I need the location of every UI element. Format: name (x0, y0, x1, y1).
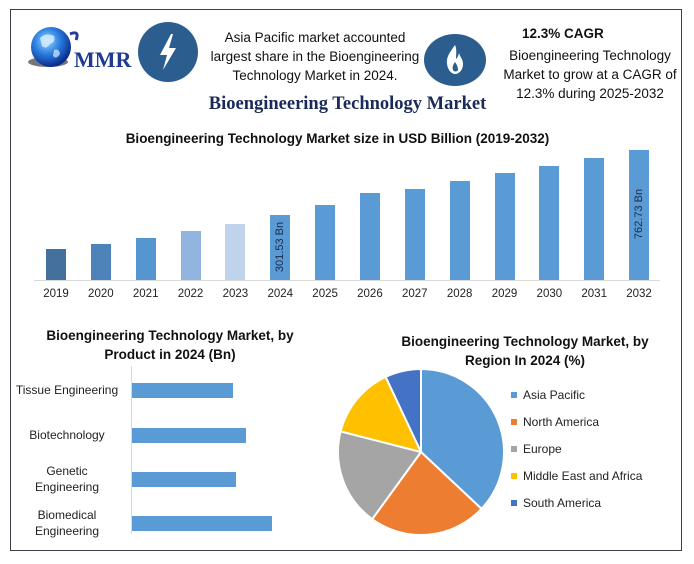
bar-2020 (90, 244, 111, 280)
x-axis-line (34, 280, 660, 281)
globe-icon (28, 27, 79, 67)
info-line: Bioengineering Technology (509, 48, 671, 63)
x-tick-label: 2026 (357, 288, 383, 300)
legend-label: South America (523, 496, 602, 510)
legend-swatch (511, 473, 517, 479)
logo-text: MMR (74, 47, 132, 72)
page-title: Bioengineering Technology Market (208, 94, 487, 114)
legend-label: Middle East and Africa (523, 469, 643, 483)
x-tick-label: 2028 (446, 288, 473, 300)
info-asia-pacific: Asia Pacific market accounted largest sh… (205, 28, 425, 85)
x-tick-label: 2027 (402, 288, 428, 300)
region-pie-chart (337, 367, 505, 536)
bar-2024 (270, 215, 291, 280)
x-tick-label: 2023 (222, 288, 249, 300)
region-chart-title: Bioengineering Technology Market, by Reg… (390, 332, 660, 370)
x-tick-label: 2021 (132, 288, 159, 300)
bar-2022 (180, 231, 201, 280)
legend-item: Asia Pacific (511, 388, 585, 402)
x-tick-label: 2031 (581, 288, 607, 300)
bar-2031 (584, 158, 605, 280)
product-axis-line (131, 366, 132, 534)
legend-item: North America (511, 415, 599, 429)
product-category-label: Genetic Engineering (34, 464, 100, 494)
info-cagr: Bioengineering Technology Market to grow… (495, 46, 685, 103)
info-line: largest share in the Bioengineering (210, 49, 420, 64)
pie-slice-north-america (370, 450, 483, 536)
market-size-chart-title: Bioengineering Technology Market size in… (125, 131, 550, 146)
market-size-bar-chart: 301.53 Bn 762.73 Bn (34, 140, 660, 280)
region-legend: Asia Pacific North America Europe Middle Ea… (505, 388, 675, 518)
pie-slice-europe (337, 430, 423, 521)
legend-label: Asia Pacific (523, 388, 586, 402)
bar-2023 (225, 224, 246, 280)
mmr-logo: MMR (26, 24, 136, 74)
bar-2032 (629, 150, 650, 280)
x-tick-label: 2022 (177, 288, 204, 300)
bar-2019 (46, 249, 66, 280)
pie-slice-south-america (384, 367, 422, 453)
info-line: Asia Pacific market accounted (224, 30, 406, 45)
bar-2028 (449, 181, 470, 280)
x-tick-label: 2032 (626, 288, 652, 300)
product-category-label: Biotechnology (29, 428, 105, 442)
product-bar (132, 383, 233, 398)
bar-2029 (494, 173, 515, 280)
legend-label: North America (523, 415, 600, 429)
infographic-frame (10, 9, 682, 551)
lightning-icon (138, 22, 198, 82)
x-tick-label: 2030 (536, 288, 563, 300)
info-line: Technology Market in 2024. (232, 68, 398, 83)
x-tick-label: 2024 (267, 288, 294, 300)
product-category-label: Biomedical Engineering (34, 508, 100, 538)
bar-2026 (359, 193, 380, 280)
product-bar (132, 516, 272, 531)
info-line: Market to grow at a CAGR of (503, 67, 677, 82)
product-category-label: Tissue Engineering (15, 383, 119, 397)
cagr-title: 12.3% CAGR (522, 26, 604, 41)
flame-icon (424, 34, 486, 86)
x-tick-label: 2025 (312, 288, 338, 300)
bar-2025 (315, 205, 336, 280)
x-axis-labels: 2019 2020 2021 2022 2023 2024 2025 2026 2027 2028… (34, 288, 660, 304)
legend-swatch (511, 419, 517, 425)
product-bar-chart: Tissue Engineering Biotechnology Genetic En… (0, 366, 330, 538)
x-tick-label: 2019 (43, 288, 69, 300)
x-tick-label: 2020 (88, 288, 114, 300)
region-chart-title-text: Bioengineering Technology Market, by Reg… (401, 334, 649, 368)
info-line: 12.3% during 2025-2032 (516, 86, 664, 101)
legend-label: Europe (523, 442, 562, 456)
product-chart-title: Bioengineering Technology Market, by Pro… (40, 326, 300, 364)
bar-value-label: 301.53 Bn (274, 221, 287, 272)
bar-2021 (135, 238, 156, 280)
legend-item: Middle East and Africa (511, 469, 642, 483)
legend-swatch (511, 392, 517, 398)
legend-swatch (511, 446, 517, 452)
bar-value-label: 762.73 Bn (633, 188, 646, 240)
product-chart-title-text: Bioengineering Technology Market, by Pro… (46, 328, 294, 362)
bar-2030 (539, 166, 560, 280)
bar-2027 (404, 189, 425, 280)
pie-slice-middle-east-and-africa (339, 375, 423, 454)
product-bar (132, 472, 236, 487)
x-tick-label: 2029 (491, 288, 518, 300)
pie-slice-asia-pacific (420, 367, 505, 511)
legend-item: Europe (511, 442, 562, 456)
legend-swatch (511, 500, 517, 506)
legend-item: South America (511, 496, 601, 510)
product-bar (132, 428, 246, 443)
